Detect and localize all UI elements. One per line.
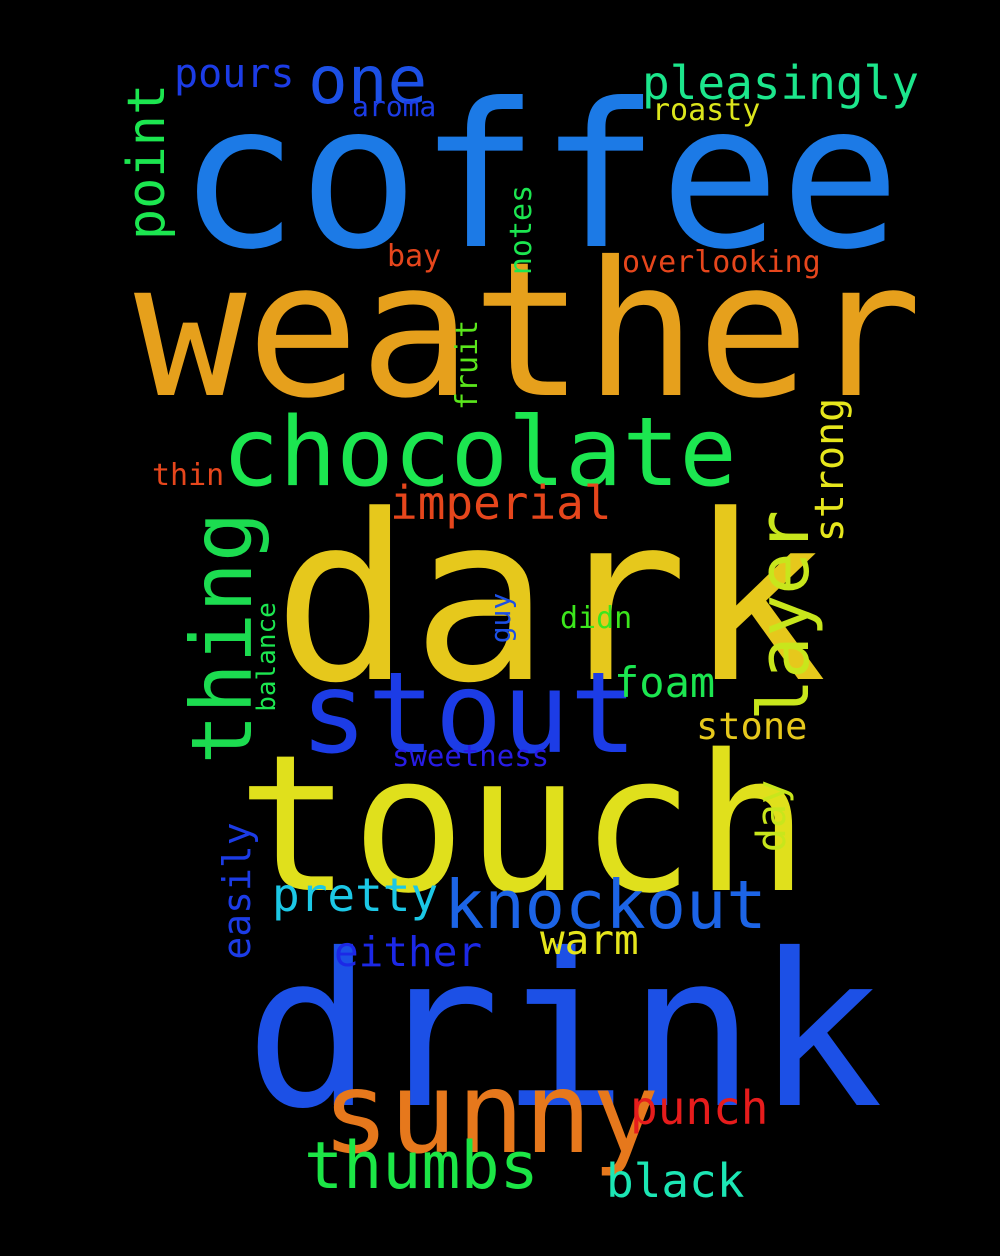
word-didn: didn — [560, 601, 633, 636]
word-pours: pours — [174, 51, 295, 97]
word-drink: drink — [245, 908, 884, 1155]
word-aroma: aroma — [352, 90, 437, 123]
word-foam: foam — [614, 658, 716, 707]
word-weather: weather — [134, 222, 923, 440]
word-day: day — [749, 779, 795, 853]
word-thin: thin — [152, 458, 225, 493]
word-either: either — [334, 928, 483, 976]
word-roasty: roasty — [652, 93, 761, 128]
word-point: point — [117, 83, 177, 241]
word-sweetness: sweetness — [392, 739, 550, 773]
word-guy: guy — [484, 592, 517, 644]
word-stone: stone — [696, 705, 808, 748]
word-touch: touch — [237, 714, 809, 935]
word-easily: easily — [215, 822, 259, 960]
word-layer: layer — [743, 510, 825, 721]
word-overlooking: overlooking — [622, 245, 821, 280]
word-punch: punch — [630, 1081, 769, 1135]
word-balance: balance — [252, 602, 282, 712]
word-warm: warm — [540, 916, 639, 964]
word-stout: stout — [300, 649, 638, 779]
word-imperial: imperial — [390, 476, 612, 530]
word-knockout: knockout — [444, 866, 767, 944]
word-dark: dark — [273, 467, 827, 734]
word-one: one — [308, 42, 428, 119]
word-notes: notes — [504, 184, 539, 276]
word-pleasingly: pleasingly — [642, 56, 919, 110]
word-coffee: coffee — [178, 61, 901, 294]
word-pretty: pretty — [272, 868, 439, 922]
word-chocolate: chocolate — [222, 398, 737, 508]
word-sunny: sunny — [322, 1049, 660, 1179]
word-fruit: fruit — [450, 319, 485, 411]
word-bay: bay — [387, 239, 442, 274]
word-black: black — [606, 1154, 745, 1208]
word-thumbs: thumbs — [304, 1129, 539, 1204]
